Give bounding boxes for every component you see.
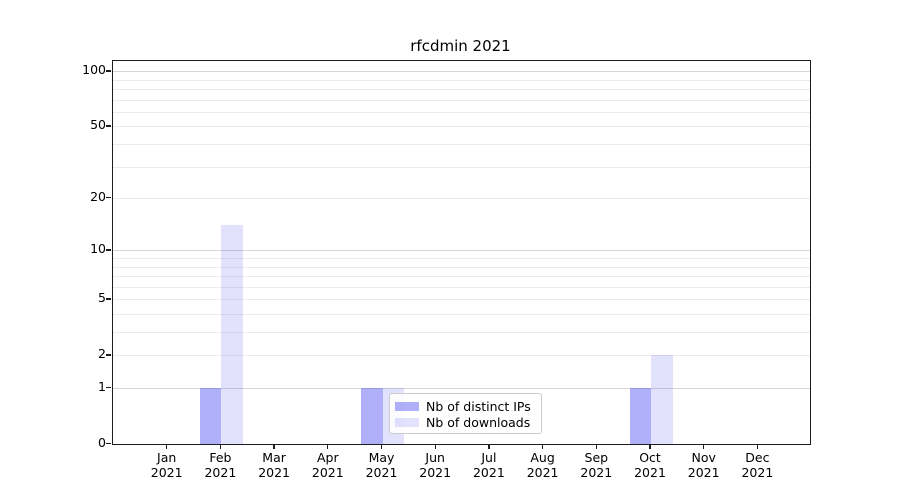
y-tick-mark [106,249,111,251]
x-tick-label: Oct 2021 [634,450,666,480]
x-tick-label: Mar 2021 [258,450,290,480]
x-tick-mark [273,444,275,449]
bar-downloads [221,225,243,444]
legend-item-downloads: Nb of downloads [395,414,534,430]
x-tick-mark [649,444,651,449]
gridline [113,332,810,333]
y-tick-mark [106,387,111,389]
y-tick-mark [106,125,111,127]
gridline [113,355,810,357]
x-tick-label: Jun 2021 [419,450,452,480]
x-tick-mark [327,444,329,449]
y-tick-mark [106,70,111,72]
gridline [113,266,810,268]
gridline [113,314,810,315]
x-tick-label: Nov 2021 [687,450,720,480]
gridline [113,299,810,301]
bar-distinct-ips [199,388,222,444]
x-tick-label: Sep 2021 [580,450,613,480]
x-tick-label: Feb 2021 [204,450,237,480]
legend-label-downloads: Nb of downloads [426,414,531,430]
y-tick-label: 2 [98,346,106,362]
x-tick-label: May 2021 [365,450,398,480]
x-tick-label: Dec 2021 [741,450,774,480]
chart-title: rfcdmin 2021 [410,37,511,55]
gridline [113,144,810,145]
gridline [113,258,810,259]
x-tick-mark [488,444,490,449]
x-tick-label: Jan 2021 [150,450,183,480]
bar-downloads [651,355,673,444]
x-tick-mark [756,444,759,449]
gridline [113,198,810,200]
y-tick-label: 0 [98,435,106,450]
legend: Nb of distinct IPs Nb of downloads [389,393,542,434]
legend-label-distinct-ips: Nb of distinct IPs [426,398,531,414]
x-tick-label: Apr 2021 [311,450,344,480]
gridline [113,111,810,113]
gridline [113,286,810,288]
gridline [113,79,810,81]
x-tick-mark [434,444,436,449]
legend-swatch-downloads [395,417,419,427]
gridline [113,166,810,168]
x-tick-mark [595,444,597,449]
plot-area [112,60,811,445]
gridline [113,71,810,73]
y-tick-mark [106,298,111,300]
x-tick-mark [380,444,383,449]
y-tick-label: 1 [98,379,106,394]
y-tick-label: 50 [90,117,106,133]
y-tick-label: 20 [90,189,106,205]
legend-item-distinct-ips: Nb of distinct IPs [395,398,534,414]
y-tick-label: 10 [90,241,106,257]
x-tick-label: Aug 2021 [526,450,559,480]
y-tick-mark [106,197,111,199]
y-tick-mark [106,443,111,445]
gridline [113,388,810,389]
y-tick-mark [106,354,111,356]
x-tick-mark [703,444,705,449]
y-tick-label: 100 [82,62,106,78]
x-tick-mark [541,444,544,449]
x-tick-mark [219,444,222,449]
bar-distinct-ips [629,388,651,444]
bar-distinct-ips [361,388,383,444]
gridline [113,276,810,277]
legend-swatch-distinct-ips [395,401,419,411]
x-tick-mark [166,444,168,449]
gridline [113,250,810,252]
gridline [113,99,810,101]
x-tick-label: Jul 2021 [472,450,505,480]
gridline [113,89,810,90]
gridline [113,126,810,128]
y-tick-label: 5 [98,290,106,306]
